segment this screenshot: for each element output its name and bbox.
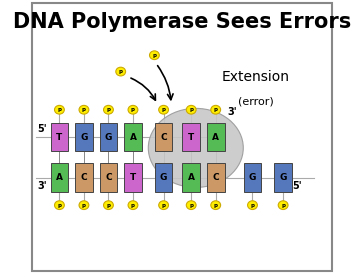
Text: T: T	[56, 133, 63, 141]
Text: p: p	[131, 107, 135, 112]
Text: DNA Polymerase Sees Errors: DNA Polymerase Sees Errors	[13, 12, 351, 32]
Text: p: p	[250, 203, 254, 208]
Text: C: C	[80, 173, 87, 182]
FancyBboxPatch shape	[75, 122, 93, 152]
Text: p: p	[214, 107, 218, 112]
FancyBboxPatch shape	[207, 164, 225, 192]
FancyBboxPatch shape	[100, 122, 117, 152]
Text: p: p	[189, 107, 193, 112]
Text: p: p	[58, 203, 62, 208]
FancyBboxPatch shape	[51, 122, 68, 152]
Text: p: p	[131, 203, 135, 208]
Text: p: p	[106, 203, 110, 208]
Text: C: C	[105, 173, 112, 182]
FancyBboxPatch shape	[75, 164, 93, 192]
Text: G: G	[280, 173, 287, 182]
Circle shape	[278, 201, 288, 210]
Circle shape	[248, 201, 257, 210]
Circle shape	[211, 105, 221, 114]
Text: A: A	[212, 133, 219, 141]
Circle shape	[159, 201, 169, 210]
Circle shape	[211, 201, 221, 210]
Text: A: A	[188, 173, 195, 182]
Text: C: C	[213, 173, 219, 182]
Text: C: C	[160, 133, 167, 141]
Text: p: p	[189, 203, 193, 208]
Circle shape	[103, 201, 113, 210]
Text: T: T	[130, 173, 136, 182]
Text: G: G	[160, 173, 167, 182]
Text: A: A	[130, 133, 136, 141]
Text: 5': 5'	[38, 124, 47, 134]
Circle shape	[116, 67, 126, 76]
FancyBboxPatch shape	[244, 164, 261, 192]
Text: p: p	[281, 203, 285, 208]
Circle shape	[186, 105, 196, 114]
Text: G: G	[105, 133, 112, 141]
Text: p: p	[153, 53, 157, 58]
FancyBboxPatch shape	[100, 164, 117, 192]
Text: p: p	[162, 107, 166, 112]
FancyBboxPatch shape	[155, 164, 173, 192]
Circle shape	[150, 51, 159, 59]
Circle shape	[128, 201, 138, 210]
Text: Extension: Extension	[222, 70, 289, 84]
FancyBboxPatch shape	[207, 122, 225, 152]
Text: G: G	[80, 133, 88, 141]
Text: p: p	[119, 69, 123, 74]
Circle shape	[186, 201, 196, 210]
FancyBboxPatch shape	[124, 164, 142, 192]
Text: 5': 5'	[292, 181, 302, 191]
FancyBboxPatch shape	[182, 164, 200, 192]
Text: A: A	[56, 173, 63, 182]
Circle shape	[55, 201, 64, 210]
Text: (error): (error)	[238, 96, 273, 107]
Text: p: p	[214, 203, 218, 208]
Text: G: G	[249, 173, 256, 182]
FancyBboxPatch shape	[124, 122, 142, 152]
Ellipse shape	[148, 109, 243, 187]
Circle shape	[128, 105, 138, 114]
Circle shape	[103, 105, 113, 114]
Text: T: T	[188, 133, 194, 141]
Text: p: p	[106, 107, 110, 112]
Text: 3': 3'	[228, 107, 237, 118]
Text: p: p	[162, 203, 166, 208]
Text: 3': 3'	[38, 181, 47, 191]
Circle shape	[79, 105, 89, 114]
Text: p: p	[82, 203, 86, 208]
FancyBboxPatch shape	[51, 164, 68, 192]
FancyBboxPatch shape	[182, 122, 200, 152]
FancyBboxPatch shape	[155, 122, 173, 152]
Text: p: p	[82, 107, 86, 112]
Circle shape	[79, 201, 89, 210]
Circle shape	[159, 105, 169, 114]
FancyBboxPatch shape	[274, 164, 292, 192]
Text: p: p	[58, 107, 62, 112]
Circle shape	[55, 105, 64, 114]
